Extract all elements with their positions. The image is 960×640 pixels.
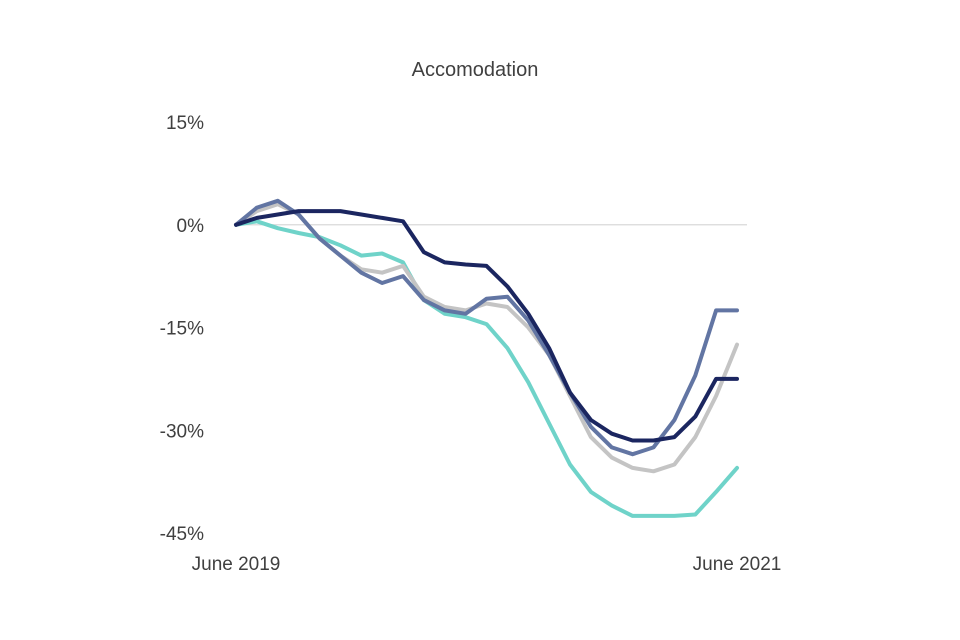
- series-line-3: [234, 198, 739, 457]
- x-axis: June 2019 June 2021: [192, 554, 782, 575]
- y-tick-label: -30%: [160, 421, 204, 442]
- x-tick-label: June 2019: [192, 554, 281, 575]
- y-tick-label: 0%: [177, 216, 205, 237]
- y-tick-label: -45%: [160, 524, 204, 545]
- chart-title: Accomodation: [412, 59, 539, 81]
- series-line-4: [234, 209, 739, 443]
- series-line-2: [234, 202, 739, 474]
- y-tick-label: -15%: [160, 319, 204, 340]
- y-tick-label: 15%: [166, 113, 204, 134]
- series-group: [234, 198, 739, 518]
- x-tick-label: June 2021: [693, 554, 782, 575]
- y-axis: 15% 0% -15% -30% -45%: [160, 113, 204, 545]
